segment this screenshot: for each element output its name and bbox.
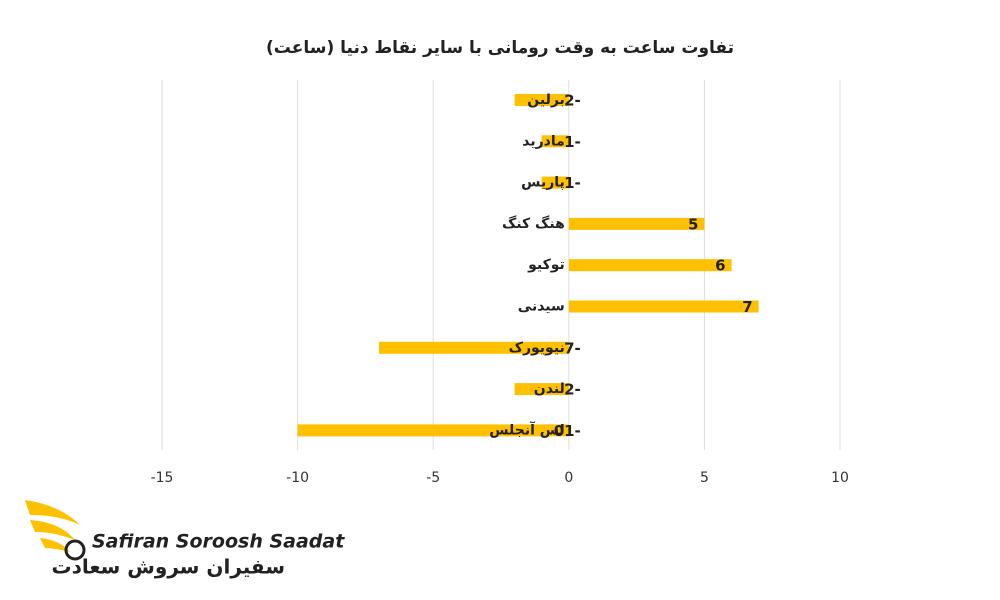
value-label: 5 bbox=[688, 215, 698, 233]
category-label: برلین bbox=[527, 92, 565, 108]
value-label: 6 bbox=[715, 257, 725, 275]
logo-wings bbox=[25, 500, 80, 552]
logo-ring bbox=[64, 539, 86, 561]
x-tick-label: -10 bbox=[286, 470, 309, 486]
x-tick-label: 5 bbox=[700, 470, 709, 486]
category-label: لس آنجلس bbox=[489, 420, 565, 438]
logo-name-fa: سفیران سروش سعادت bbox=[52, 555, 286, 579]
logo-name: Safiran Soroosh Saadat bbox=[92, 531, 345, 553]
value-label: -2 bbox=[564, 381, 581, 399]
chart-title: تفاوت ساعت به وقت رومانی با سایر نقاط دن… bbox=[266, 38, 734, 58]
category-label: نیویورک bbox=[509, 340, 565, 356]
bar bbox=[541, 135, 569, 148]
bar bbox=[514, 383, 569, 396]
bar bbox=[514, 94, 569, 106]
value-label: -1 bbox=[564, 174, 581, 192]
category-label: پاریس bbox=[521, 175, 565, 191]
value-label: -2 bbox=[564, 92, 581, 110]
x-tick-label: 0 bbox=[564, 470, 573, 486]
value-label: -7 bbox=[564, 339, 581, 357]
category-label: هنگ کنگ bbox=[502, 215, 565, 232]
logo: Safiran Soroosh Saadat سفیران سروش سعادت bbox=[25, 500, 345, 579]
x-tick-label: -15 bbox=[151, 470, 174, 486]
category-label: توکیو bbox=[527, 257, 565, 273]
value-label: 7 bbox=[742, 298, 752, 316]
value-label: -10 bbox=[554, 422, 581, 440]
x-tick-label: 10 bbox=[831, 470, 849, 486]
x-tick-label: -5 bbox=[426, 470, 440, 486]
value-label: -1 bbox=[564, 133, 581, 151]
bar bbox=[297, 424, 569, 437]
category-label: لندن bbox=[534, 381, 565, 397]
category-label: سیدنی bbox=[518, 299, 565, 315]
bar bbox=[541, 176, 569, 189]
bar bbox=[568, 300, 759, 313]
bar bbox=[568, 217, 705, 230]
category-label: مادرید bbox=[522, 133, 565, 149]
bar bbox=[568, 259, 732, 272]
bar bbox=[378, 341, 569, 354]
